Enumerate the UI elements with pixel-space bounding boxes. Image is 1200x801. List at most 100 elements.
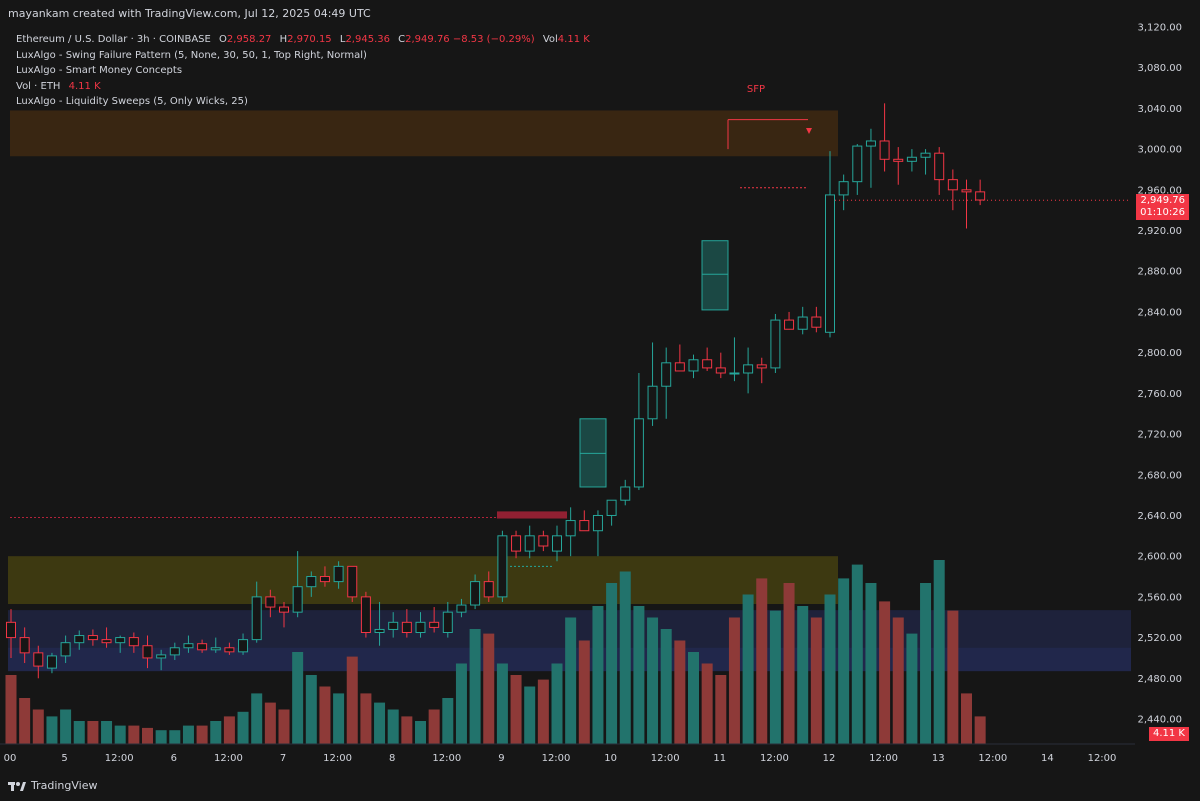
volume-bar [606,583,618,744]
x-tick-label: 12 [823,753,836,764]
candle-body [470,581,481,606]
candle-body [702,359,713,369]
volume-bar [688,652,699,744]
candle-body [920,152,931,158]
x-tick-label: 00 [4,753,17,764]
tradingview-footer[interactable]: TradingView [8,779,97,792]
volume-bar [442,698,454,744]
chart-attribution: mayankam created with TradingView.com, J… [8,7,371,20]
candle-body [947,179,958,191]
candle-body [279,606,289,613]
volume-bar [469,629,481,744]
x-tick-label: 12:00 [105,753,134,764]
candle-body [6,621,16,639]
y-tick-label: 2,640.00 [1137,511,1182,522]
candle-body [74,635,85,644]
volume-bar [742,594,754,744]
indicator-volume-label: Vol · ETH [16,80,61,92]
candle-body [292,586,303,613]
volume-bar [892,617,904,744]
x-tick-label: 10 [604,753,617,764]
volume-bar [592,606,604,744]
candle-body [934,152,945,181]
volume-bar [237,711,249,744]
indicator-swing-failure[interactable]: LuxAlgo - Swing Failure Pattern (5, None… [16,49,367,61]
candle-body [633,418,644,488]
high-value: 2,970.15 [287,34,332,45]
indicator-volume[interactable]: Vol · ETH 4.11 K [16,79,590,95]
candle-body [442,611,453,633]
candle-body [811,316,822,328]
candle-body [770,319,781,369]
volume-bar [346,656,358,744]
candle-body [46,655,57,669]
volume-bar [196,725,208,744]
candle-body [306,576,317,588]
candle-body [374,628,385,634]
volume-bar [155,730,167,744]
candle-body [620,486,631,501]
x-tick-label: 12:00 [760,753,789,764]
x-tick-label: 7 [280,753,286,764]
candle-body [879,140,890,160]
x-tick-label: 9 [498,753,504,764]
candle-body [101,639,112,644]
indicator-smart-money[interactable]: LuxAlgo - Smart Money Concepts [16,65,183,76]
volume-bar [251,693,263,744]
volume-bar [114,725,126,744]
candle-body [797,316,808,330]
candle-body [183,643,194,649]
candle-body [19,637,30,654]
low-label: L [339,34,346,45]
candle-body [238,639,249,653]
volume-bar [537,679,549,744]
volume-bar [524,686,536,744]
volume-bar [428,709,440,744]
x-tick-label: 12:00 [542,753,571,764]
volume-bar [210,721,222,744]
candle-body [483,581,494,598]
candle-body [538,535,549,547]
candle-body [265,596,276,608]
candle-body [333,565,344,583]
candle-body [456,604,467,613]
tradingview-brand: TradingView [31,779,98,792]
volume-bar [278,709,290,744]
sfp-label: SFP [747,84,765,95]
candle-body [825,194,835,333]
volume-bar [387,709,399,744]
y-tick-label: 3,080.00 [1137,63,1182,74]
candle-body [688,359,699,372]
volume-bar [415,721,426,744]
x-tick-label: 12:00 [214,753,243,764]
last-price-value: 2,949.76 [1140,195,1185,206]
y-tick-label: 2,600.00 [1137,552,1182,563]
y-tick-label: 2,560.00 [1137,592,1182,603]
volume-bar [264,702,276,744]
volume-bar [101,721,113,744]
candle-body [565,520,576,537]
volume-bar [483,633,495,744]
candle-body [210,647,221,651]
liquidity-zone-yellow [8,556,838,605]
candle-body [592,514,603,532]
candle-body [197,643,208,651]
indicator-liquidity-sweeps[interactable]: LuxAlgo - Liquidity Sweeps (5, Only Wick… [16,96,248,107]
x-tick-label: 5 [61,753,67,764]
vol-value: 4.11 K [557,34,590,45]
volume-bar [906,633,918,744]
volume-bar [32,709,44,744]
volume-bar [551,663,563,744]
indicator-volume-value: 4.11 K [68,80,101,92]
symbol-label: Ethereum / U.S. Dollar · 3h · COINBASE [16,34,211,45]
candle-body [360,596,371,633]
candle-body [865,140,876,147]
candle-body [552,535,562,552]
x-tick-label: 12:00 [432,753,461,764]
y-tick-label: 3,120.00 [1137,23,1182,34]
close-value: 2,949.76 [405,34,450,45]
candle-body [401,621,412,634]
y-tick-label: 2,680.00 [1137,470,1182,481]
candle-body [906,156,917,162]
